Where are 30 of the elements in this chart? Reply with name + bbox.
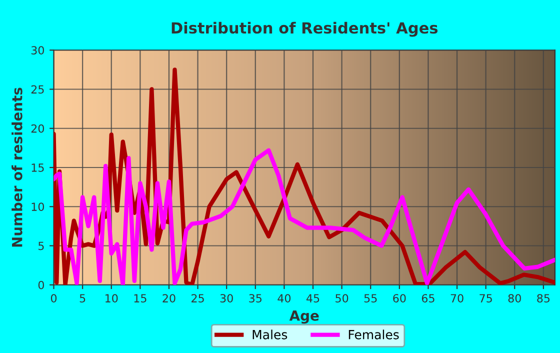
legend-label: Females (348, 330, 399, 340)
x-axis-title: Age (289, 310, 319, 324)
x-tick-label: 75 (480, 294, 492, 302)
y-axis-title: Number of residents (12, 88, 22, 247)
chart-title: Distribution of Residents' Ages (172, 22, 438, 37)
x-tick-label: 25 (192, 294, 204, 302)
x-tick-label: 15 (134, 294, 146, 302)
x-tick-label: 10 (106, 294, 118, 302)
x-tick-label: 80 (508, 294, 521, 302)
x-tick-label: 20 (162, 294, 176, 302)
x-tick-label: 85 (537, 294, 550, 302)
x-tick-label: 5 (80, 294, 86, 302)
x-tick-label: 55 (364, 294, 377, 302)
y-tick-label: 10 (32, 202, 44, 211)
x-tick-label: 65 (422, 294, 434, 302)
x-tick-label: 45 (306, 294, 320, 302)
y-tick-label: 25 (31, 85, 44, 94)
legend-label: Males (252, 330, 288, 340)
x-tick-label: 0 (50, 294, 57, 302)
y-tick-label: 15 (32, 164, 44, 172)
x-tick-label: 70 (450, 294, 464, 302)
y-tick-label: 5 (38, 242, 44, 250)
y-tick-label: 0 (38, 280, 44, 290)
x-tick-label: 35 (249, 294, 262, 302)
x-tick-label: 50 (336, 294, 348, 302)
x-tick-label: 60 (393, 294, 406, 302)
x-tick-label: 30 (220, 294, 233, 302)
y-tick-label: 30 (31, 46, 44, 55)
x-tick-label: 40 (278, 294, 291, 302)
y-tick-label: 20 (31, 124, 44, 133)
